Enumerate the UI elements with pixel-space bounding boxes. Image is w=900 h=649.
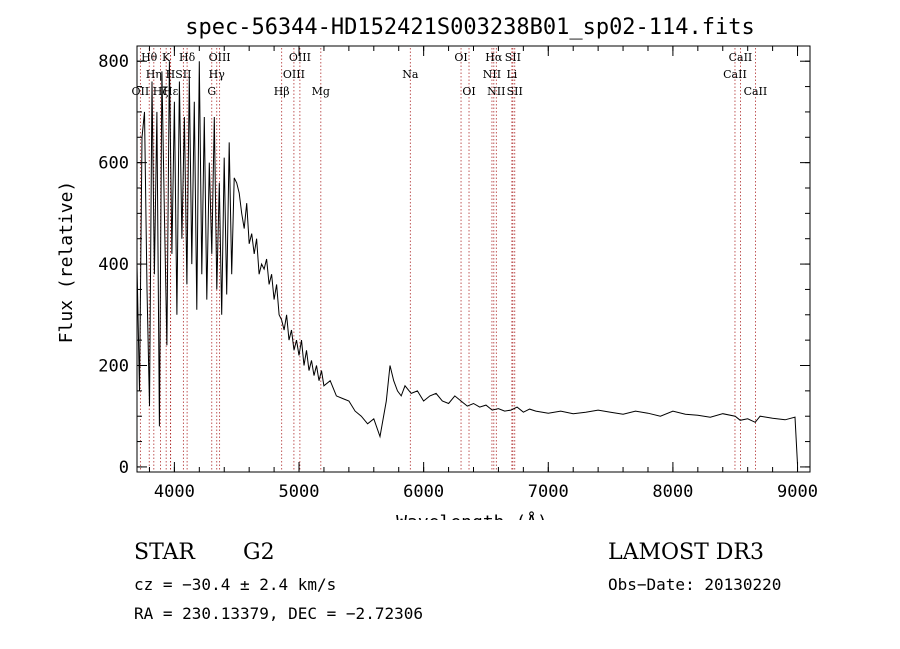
line-label: Hδ (179, 51, 196, 64)
line-label: Hζ (153, 85, 169, 98)
line-label: OIII (283, 68, 305, 81)
line-label: Hα (485, 51, 503, 64)
y-tick-label: 200 (98, 357, 129, 377)
line-label: H (166, 68, 176, 81)
chart-title: spec-56344-HD152421S003238B01_sp02-114.f… (185, 15, 755, 40)
survey-name: LAMOST DR3 (608, 540, 764, 565)
line-label: CaII (723, 68, 747, 81)
line-label: SII (507, 85, 523, 98)
coordinates: RA = 230.13379, DEC = −2.72306 (134, 604, 423, 623)
x-tick-label: 7000 (528, 482, 569, 502)
y-tick-label: 400 (98, 255, 129, 275)
line-label: OI (454, 51, 467, 64)
spectrum-chart: spec-56344-HD152421S003238B01_sp02-114.f… (56, 15, 818, 520)
y-tick-label: 800 (98, 52, 129, 72)
x-axis-ticks: 4000 5000 6000 7000 8000 9000 (148, 46, 818, 502)
line-label: K (162, 51, 171, 64)
x-axis-label: Wavelength (Å) (396, 511, 548, 520)
plot-frame (136, 45, 811, 473)
line-label: Mg (312, 85, 330, 98)
x-tick-label: 8000 (652, 482, 693, 502)
line-label: Na (402, 68, 419, 81)
y-tick-label: 600 (98, 154, 129, 174)
line-label: NII (483, 68, 501, 81)
line-label: Hγ (209, 68, 226, 81)
line-label: OIII (289, 51, 311, 64)
line-label: Hη (146, 68, 162, 81)
spectrum-line (136, 61, 798, 465)
line-label: OII (132, 85, 150, 98)
line-label: G (207, 85, 216, 98)
line-markers (139, 48, 756, 472)
obs-date: Obs−Date: 20130220 (608, 575, 782, 594)
line-label: NII (487, 85, 505, 98)
subclass: G2 (243, 540, 275, 565)
line-labels: OII Hθ Hη Hζ KH Hε SII Hδ G OIII Hγ Hβ OIII OIII Mg Na O… (132, 51, 768, 98)
y-tick-label: 0 (119, 458, 129, 478)
line-label: Hε (163, 85, 179, 98)
x-tick-label: 5000 (279, 482, 320, 502)
line-label: OI (462, 85, 475, 98)
line-label: Li (506, 68, 517, 81)
y-axis-ticks: 0 200 400 600 800 (98, 52, 810, 478)
line-label: SII (505, 51, 521, 64)
line-label: Hβ (274, 85, 290, 98)
line-label: Hθ (141, 51, 158, 64)
redshift-cz: cz = −30.4 ± 2.4 km/s (134, 575, 337, 594)
line-label: CaII (744, 85, 768, 98)
line-label: CaII (729, 51, 753, 64)
object-type: STAR (134, 540, 195, 565)
y-axis-label: Flux (relative) (56, 181, 77, 344)
line-label: SII (175, 68, 191, 81)
x-tick-label: 4000 (154, 482, 195, 502)
x-tick-label: 6000 (403, 482, 444, 502)
x-tick-label: 9000 (777, 482, 818, 502)
line-label: OIII (209, 51, 231, 64)
